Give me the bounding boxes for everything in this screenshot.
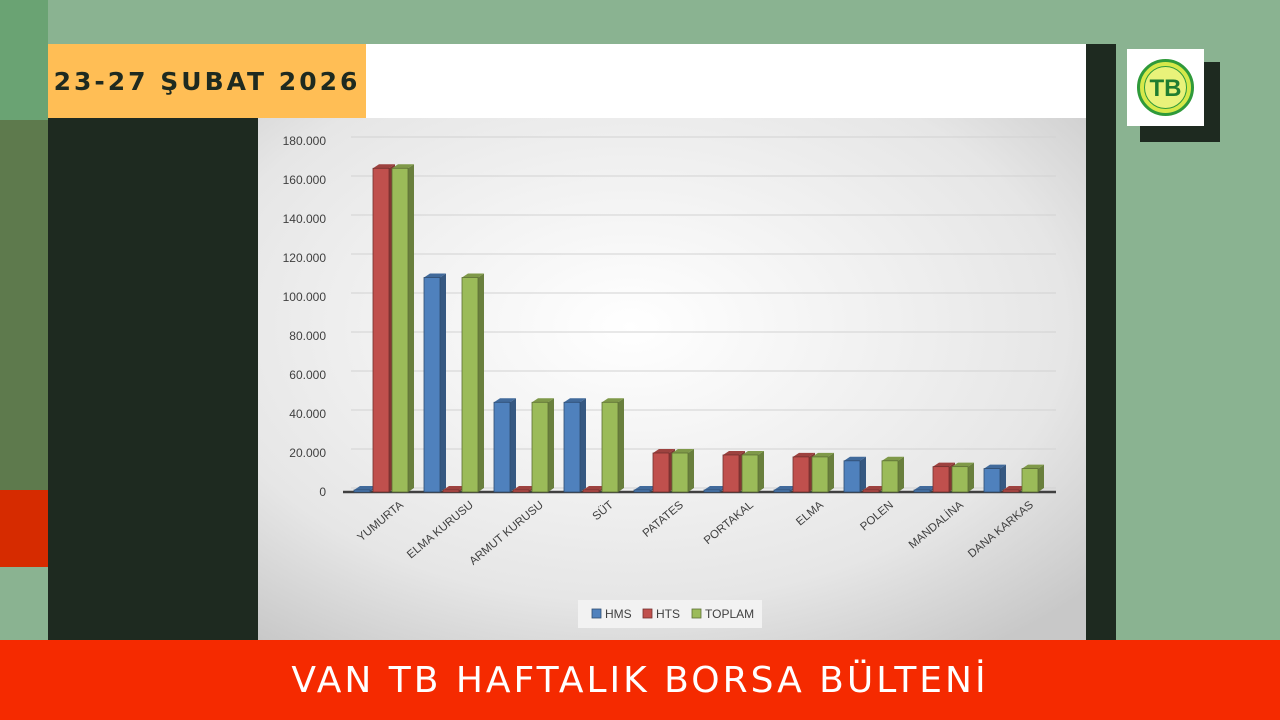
- legend-swatch-hms: [591, 608, 602, 619]
- date-text: 23-27 ŞUBAT 2026: [53, 66, 361, 96]
- bar-toplam: [601, 398, 624, 493]
- bar-hms: [493, 398, 516, 493]
- legend-label-hms: HMS: [605, 607, 632, 621]
- decor-strip-middle: [0, 120, 48, 490]
- bar-toplam: [391, 164, 414, 493]
- y-tick-label: 40.000: [289, 407, 326, 421]
- legend-swatch-hts: [642, 608, 653, 619]
- y-tick-label: 0: [319, 485, 326, 499]
- bar-toplam: [671, 449, 694, 493]
- chart: 0 20.000 40.000 60.000 80.000 100.000 120.000 1…: [258, 118, 1086, 640]
- bar-toplam: [531, 398, 554, 493]
- bar-hms: [983, 464, 1006, 493]
- date-banner: 23-27 ŞUBAT 2026: [48, 44, 366, 118]
- footer-banner: VAN TB HAFTALIK BORSA BÜLTENİ: [0, 640, 1280, 720]
- bar-toplam: [1021, 464, 1044, 493]
- bar-hms: [773, 486, 796, 493]
- y-tick-label: 80.000: [289, 329, 326, 343]
- bar-toplam: [811, 452, 834, 493]
- bar-hms: [563, 398, 586, 493]
- legend-label-hts: HTS: [656, 607, 680, 621]
- decor-strip-red: [0, 490, 48, 567]
- y-tick-label: 120.000: [283, 251, 327, 265]
- bar-hms: [423, 273, 446, 493]
- legend-swatch-toplam: [691, 608, 702, 619]
- y-tick-label: 140.000: [283, 212, 327, 226]
- y-tick-label: 100.000: [283, 290, 327, 304]
- logo: TB: [1127, 49, 1204, 126]
- borsa-logo-icon: TB: [1137, 59, 1194, 116]
- bar-chart-svg: 0 20.000 40.000 60.000 80.000 100.000 120.000 1…: [258, 118, 1086, 640]
- logo-monogram: TB: [1150, 75, 1182, 102]
- y-tick-label: 60.000: [289, 368, 326, 382]
- bar-toplam: [881, 456, 904, 493]
- bar-toplam: [741, 450, 764, 493]
- legend-box: [578, 600, 762, 628]
- bar-hms: [843, 456, 866, 493]
- y-tick-label: 160.000: [283, 173, 327, 187]
- legend-label-toplam: TOPLAM: [705, 607, 754, 621]
- bar-toplam: [461, 273, 484, 493]
- y-tick-label: 180.000: [283, 134, 327, 148]
- footer-title: VAN TB HAFTALIK BORSA BÜLTENİ: [291, 659, 989, 701]
- decor-strip-top: [0, 0, 48, 120]
- bar-toplam: [951, 462, 974, 493]
- y-tick-label: 20.000: [289, 446, 326, 460]
